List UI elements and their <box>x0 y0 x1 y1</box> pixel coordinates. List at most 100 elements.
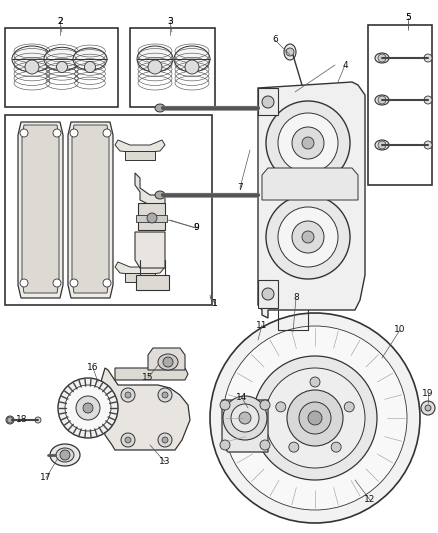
Polygon shape <box>135 173 165 205</box>
Circle shape <box>278 207 338 267</box>
Circle shape <box>223 326 407 510</box>
Ellipse shape <box>424 141 432 149</box>
Text: 7: 7 <box>237 183 243 192</box>
Ellipse shape <box>424 54 432 62</box>
Text: 9: 9 <box>193 223 199 232</box>
Polygon shape <box>125 151 155 160</box>
Polygon shape <box>22 125 59 293</box>
Circle shape <box>58 378 118 438</box>
Polygon shape <box>100 368 190 450</box>
Bar <box>368 25 432 185</box>
Polygon shape <box>18 122 63 298</box>
Circle shape <box>70 279 78 287</box>
Text: 3: 3 <box>167 18 173 27</box>
Circle shape <box>125 437 131 443</box>
Circle shape <box>265 368 365 468</box>
Circle shape <box>20 279 28 287</box>
Circle shape <box>121 433 135 447</box>
Circle shape <box>25 60 39 74</box>
Text: 2: 2 <box>57 18 63 27</box>
Circle shape <box>262 288 274 300</box>
Circle shape <box>239 412 251 424</box>
Polygon shape <box>135 232 165 268</box>
Polygon shape <box>72 125 109 293</box>
Bar <box>130 28 215 107</box>
Text: 8: 8 <box>293 294 299 303</box>
Circle shape <box>292 127 324 159</box>
Circle shape <box>85 61 95 72</box>
Circle shape <box>148 60 162 74</box>
Ellipse shape <box>6 416 14 424</box>
Polygon shape <box>222 400 268 452</box>
Text: 13: 13 <box>159 457 171 466</box>
Circle shape <box>147 213 157 223</box>
Circle shape <box>344 402 354 412</box>
Circle shape <box>220 440 230 450</box>
Bar <box>5 28 118 107</box>
Circle shape <box>60 450 70 460</box>
Polygon shape <box>258 82 365 318</box>
Circle shape <box>223 396 267 440</box>
Circle shape <box>310 377 320 387</box>
Text: 14: 14 <box>237 393 247 402</box>
Text: 17: 17 <box>40 473 52 482</box>
Text: 6: 6 <box>272 36 278 44</box>
Polygon shape <box>258 280 278 308</box>
Circle shape <box>57 61 67 72</box>
Text: 3: 3 <box>167 18 173 27</box>
Circle shape <box>308 411 322 425</box>
Polygon shape <box>115 368 188 380</box>
Circle shape <box>83 403 93 413</box>
Bar <box>136 215 167 222</box>
Ellipse shape <box>375 140 389 150</box>
Polygon shape <box>136 275 169 290</box>
Text: 15: 15 <box>142 374 154 383</box>
Polygon shape <box>68 122 113 298</box>
Circle shape <box>53 129 61 137</box>
Text: 1: 1 <box>212 298 218 308</box>
Circle shape <box>162 437 168 443</box>
Ellipse shape <box>284 44 296 60</box>
Circle shape <box>162 392 168 398</box>
Circle shape <box>53 279 61 287</box>
Circle shape <box>103 279 111 287</box>
Circle shape <box>158 433 172 447</box>
Polygon shape <box>258 88 278 115</box>
Circle shape <box>378 141 386 149</box>
Text: 10: 10 <box>394 326 406 335</box>
Ellipse shape <box>174 46 210 72</box>
Ellipse shape <box>35 417 41 423</box>
Circle shape <box>292 221 324 253</box>
Circle shape <box>278 113 338 173</box>
Text: 1: 1 <box>212 298 218 308</box>
Text: 2: 2 <box>57 18 63 27</box>
Text: 19: 19 <box>422 389 434 398</box>
Circle shape <box>425 405 431 411</box>
Circle shape <box>65 385 111 431</box>
Circle shape <box>7 417 13 423</box>
Circle shape <box>103 129 111 137</box>
Circle shape <box>266 195 350 279</box>
Circle shape <box>121 388 135 402</box>
Ellipse shape <box>287 331 299 339</box>
Polygon shape <box>148 348 185 370</box>
Circle shape <box>76 396 100 420</box>
Text: 4: 4 <box>342 61 348 69</box>
Ellipse shape <box>155 191 165 199</box>
Text: 16: 16 <box>87 364 99 373</box>
Text: 5: 5 <box>405 13 411 22</box>
Text: 12: 12 <box>364 496 376 505</box>
Circle shape <box>378 96 386 104</box>
Circle shape <box>163 357 173 367</box>
Polygon shape <box>115 262 165 275</box>
Circle shape <box>220 400 230 410</box>
Ellipse shape <box>137 46 173 72</box>
Circle shape <box>289 442 299 452</box>
Circle shape <box>210 313 420 523</box>
Ellipse shape <box>375 95 389 105</box>
Circle shape <box>262 96 274 108</box>
Circle shape <box>276 402 286 412</box>
Circle shape <box>421 401 435 415</box>
Circle shape <box>253 356 377 480</box>
Circle shape <box>260 400 270 410</box>
